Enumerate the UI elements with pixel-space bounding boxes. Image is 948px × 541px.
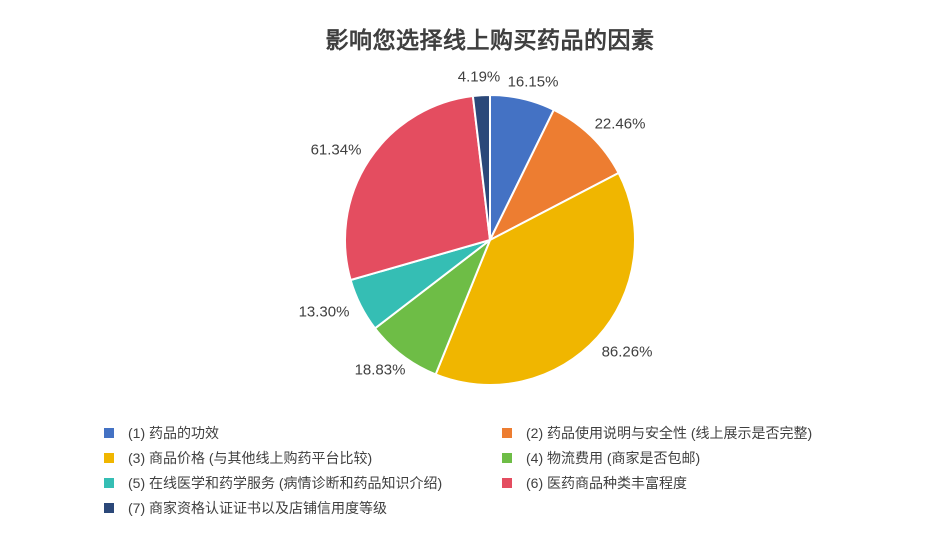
legend-swatch-icon [502,478,512,488]
chart-title: 影响您选择线上购买药品的因素 [325,27,655,53]
legend-item-6[interactable]: (6) 医药商品种类丰富程度 [502,473,687,493]
legend-label: (2) 药品使用说明与安全性 (线上展示是否完整) [526,425,813,441]
data-label-slice-1: 16.15% [507,73,559,91]
legend-item-7[interactable]: (7) 商家资格认证证书以及店铺信用度等级 [104,498,387,518]
data-label-slice-3: 86.26% [601,343,653,361]
legend-label: (7) 商家资格认证证书以及店铺信用度等级 [128,500,387,516]
data-label-slice-5: 13.30% [298,303,350,321]
legend-item-3[interactable]: (3) 商品价格 (与其他线上购药平台比较) [104,448,372,468]
legend-item-2[interactable]: (2) 药品使用说明与安全性 (线上展示是否完整) [502,423,812,443]
pie-chart [344,93,636,386]
legend-label: (3) 商品价格 (与其他线上购药平台比较) [128,450,373,466]
legend-swatch-icon [104,478,114,488]
legend-label: (5) 在线医学和药学服务 (病情诊断和药品知识介绍) [128,475,443,491]
legend-item-5[interactable]: (5) 在线医学和药学服务 (病情诊断和药品知识介绍) [104,473,442,493]
legend-swatch-icon [502,453,512,463]
data-label-slice-4: 18.83% [354,361,406,379]
data-label-slice-6: 61.34% [310,141,362,159]
legend-item-1[interactable]: (1) 药品的功效 [104,423,219,443]
legend-swatch-icon [104,428,114,438]
legend-item-4[interactable]: (4) 物流费用 (商家是否包邮) [502,448,700,468]
pie-slice-7[interactable] [471,93,491,241]
data-label-slice-2: 22.46% [594,115,646,133]
pie-slice-6[interactable] [344,95,491,281]
legend-label: (6) 医药商品种类丰富程度 [526,475,687,491]
legend-swatch-icon [502,428,512,438]
legend-swatch-icon [104,503,114,513]
pie-slice-2[interactable] [489,108,620,241]
pie-slice-3[interactable] [434,171,636,386]
data-label-slice-7: 4.19% [457,68,501,86]
legend-label: (4) 物流费用 (商家是否包邮) [526,450,701,466]
legend-label: (1) 药品的功效 [128,425,219,441]
legend-swatch-icon [104,453,114,463]
